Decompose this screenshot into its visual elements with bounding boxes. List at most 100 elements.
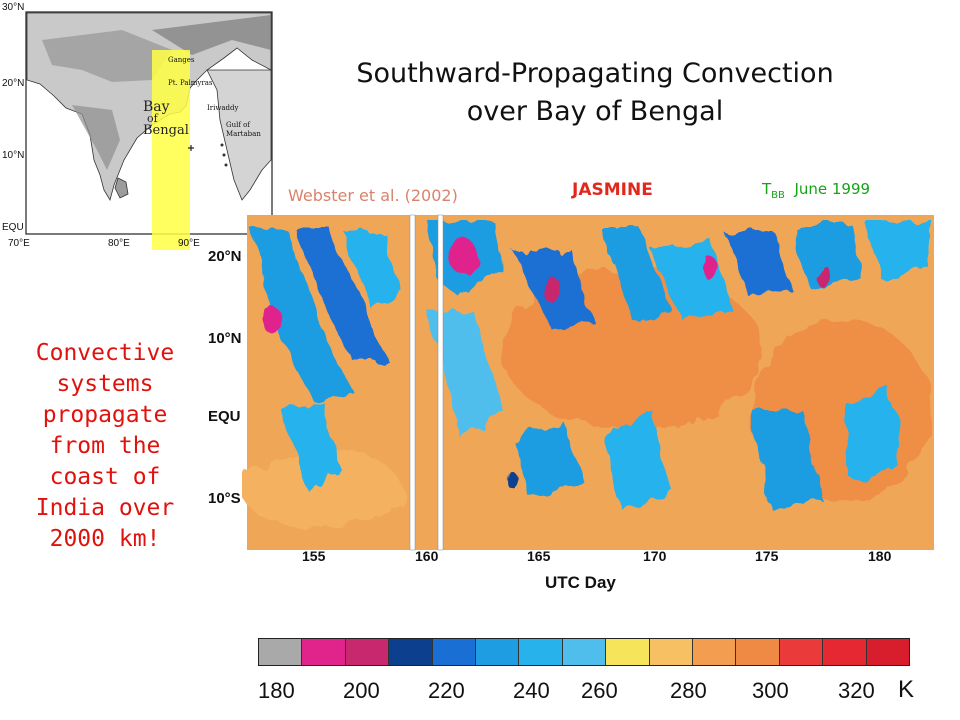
convective-band [427,310,502,440]
slide-title-line1: Southward-Propagating Convection [356,58,834,89]
colorbar-segment [476,639,520,665]
colorbar-segment [736,639,780,665]
slide-title-line2: over Bay of Bengal [466,96,724,127]
region-map [2,10,276,328]
deep-convection-core [506,472,518,488]
side-note-line: India over [35,495,175,521]
convective-band [862,220,932,280]
convective-band [602,230,672,320]
island-dot [222,153,226,157]
map-lat-label: 30°N [2,2,25,13]
terrain-shade-north [42,30,172,82]
colorbar-tick-label: 320 [838,678,875,703]
island-dot [224,163,228,167]
map-lon-label: 90°E [178,238,200,249]
map-place-label: Pt. Palmyras [168,79,213,87]
colorbar-unit: K [898,676,915,703]
colorbar-segment [345,639,390,665]
colorbar-segment [519,639,563,665]
colorbar-segment [606,639,650,665]
plot-y-label: EQU [208,408,241,425]
colorbar-tick-label: 240 [513,678,550,703]
map-place-label: Bengal [143,123,189,138]
terrain-shade-south [72,105,120,170]
plot-x-label: 180 [868,548,892,564]
deep-convection-core [816,263,828,287]
colorbar-tick-label: 300 [752,678,789,703]
colorbar-segment [823,639,867,665]
colorbar-segment [866,639,910,665]
convective-band [252,230,352,400]
sri-lanka [114,177,129,199]
deep-convection-core [448,237,476,273]
cross-marker-icon [188,145,194,151]
colorbar-segment [693,639,737,665]
deep-convection-core [544,276,560,304]
data-gap-bar [409,214,416,551]
terrain-shade-himalaya [152,15,271,55]
side-note-line: coast of [49,464,161,490]
tbb-subscript: BB [771,190,785,201]
side-note-line: from the [49,433,161,459]
colorbar-segment [302,639,346,665]
convective-band [292,225,387,360]
colorbar-tick-label: 260 [581,678,618,703]
burma-coast [206,69,272,201]
plot-x-label: 175 [755,548,779,564]
data-gap-bar [437,214,444,551]
colorbar-tick-label: 200 [343,678,380,703]
side-note-line: Convective [35,340,175,366]
hovmoller-plot [212,210,937,555]
map-place-label: Martaban [226,130,261,138]
map-place-label: Ganges [168,56,195,64]
map-place-label: of [147,112,158,125]
side-note-line: 2000 km! [49,526,161,552]
deep-convection-core [705,258,719,282]
map-place-label: Gulf of [226,121,250,129]
side-note-line: propagate [42,402,168,428]
convective-band [512,420,582,500]
colorbar-segment [779,639,824,665]
convective-band [722,230,792,300]
tbb-label: TBB June 1999 [762,180,870,201]
map-lon-label: 80°E [108,238,130,249]
plot-x-label: 160 [415,548,439,564]
colorbar [258,638,910,666]
citation: Webster et al. (2002) [288,186,458,205]
convective-band [602,410,672,510]
map-lat-label: 20°N [2,78,25,89]
region-map-svg [25,11,273,328]
convective-band [342,230,402,310]
plot-x-label: 165 [527,548,551,564]
warm-region [242,450,402,530]
side-note: Convective systems propagate from the co… [10,338,200,555]
convective-band [752,410,822,510]
slide-title: Southward-Propagating Convection over Ba… [290,55,900,131]
plot-x-title: UTC Day [545,573,616,592]
map-lat-label: EQU [2,222,24,233]
campaign-label: JASMINE [572,180,653,200]
deep-convection-core [265,308,283,336]
map-place-label: Bay [143,99,170,115]
colorbar-tick-label: 280 [670,678,707,703]
colorbar-segment [562,639,607,665]
side-note-line: systems [56,371,154,397]
tbb-period: June 1999 [794,180,871,198]
plot-y-label: 20°N [208,248,242,265]
convective-band [282,400,342,490]
colorbar-segment [259,639,303,665]
convective-band [792,225,862,290]
colorbar-segment [389,639,433,665]
convection-field [242,220,932,530]
hovmoller-svg [242,214,934,551]
map-lon-label: 70°E [8,238,30,249]
plot-y-label: 10°N [208,330,242,347]
plot-y-label: 10°S [208,490,241,507]
plot-x-label: 170 [643,548,667,564]
map-lat-label: 10°N [2,150,25,161]
plot-x-label: 155 [302,548,326,564]
colorbar-tick-label: 220 [428,678,465,703]
colorbar-segment [649,639,694,665]
island-dot [220,143,224,147]
map-place-label: Iriwaddy [207,104,239,112]
